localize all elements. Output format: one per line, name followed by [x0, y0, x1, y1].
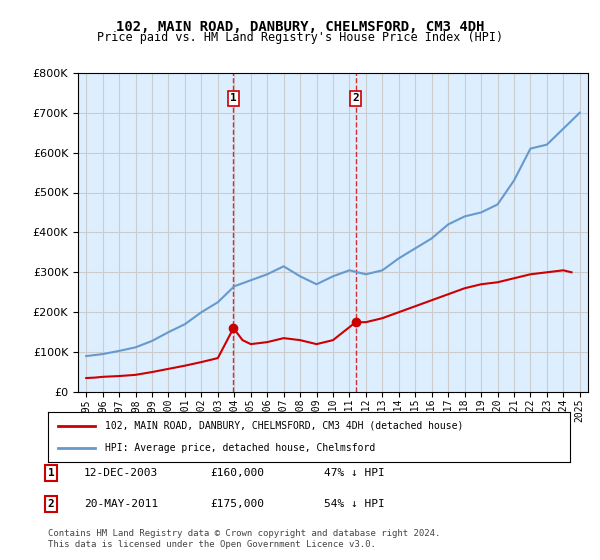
Text: Price paid vs. HM Land Registry's House Price Index (HPI): Price paid vs. HM Land Registry's House …: [97, 31, 503, 44]
Text: £175,000: £175,000: [210, 499, 264, 509]
Text: 20-MAY-2011: 20-MAY-2011: [84, 499, 158, 509]
Text: £160,000: £160,000: [210, 468, 264, 478]
Text: 102, MAIN ROAD, DANBURY, CHELMSFORD, CM3 4DH: 102, MAIN ROAD, DANBURY, CHELMSFORD, CM3…: [116, 20, 484, 34]
Text: 1: 1: [230, 94, 237, 104]
Text: 54% ↓ HPI: 54% ↓ HPI: [324, 499, 385, 509]
Text: 12-DEC-2003: 12-DEC-2003: [84, 468, 158, 478]
Text: 2: 2: [352, 94, 359, 104]
Text: 2: 2: [47, 499, 55, 509]
Text: 1: 1: [47, 468, 55, 478]
Text: 47% ↓ HPI: 47% ↓ HPI: [324, 468, 385, 478]
Text: HPI: Average price, detached house, Chelmsford: HPI: Average price, detached house, Chel…: [106, 443, 376, 453]
Text: Contains HM Land Registry data © Crown copyright and database right 2024.
This d: Contains HM Land Registry data © Crown c…: [48, 529, 440, 549]
Text: 102, MAIN ROAD, DANBURY, CHELMSFORD, CM3 4DH (detached house): 102, MAIN ROAD, DANBURY, CHELMSFORD, CM3…: [106, 421, 464, 431]
